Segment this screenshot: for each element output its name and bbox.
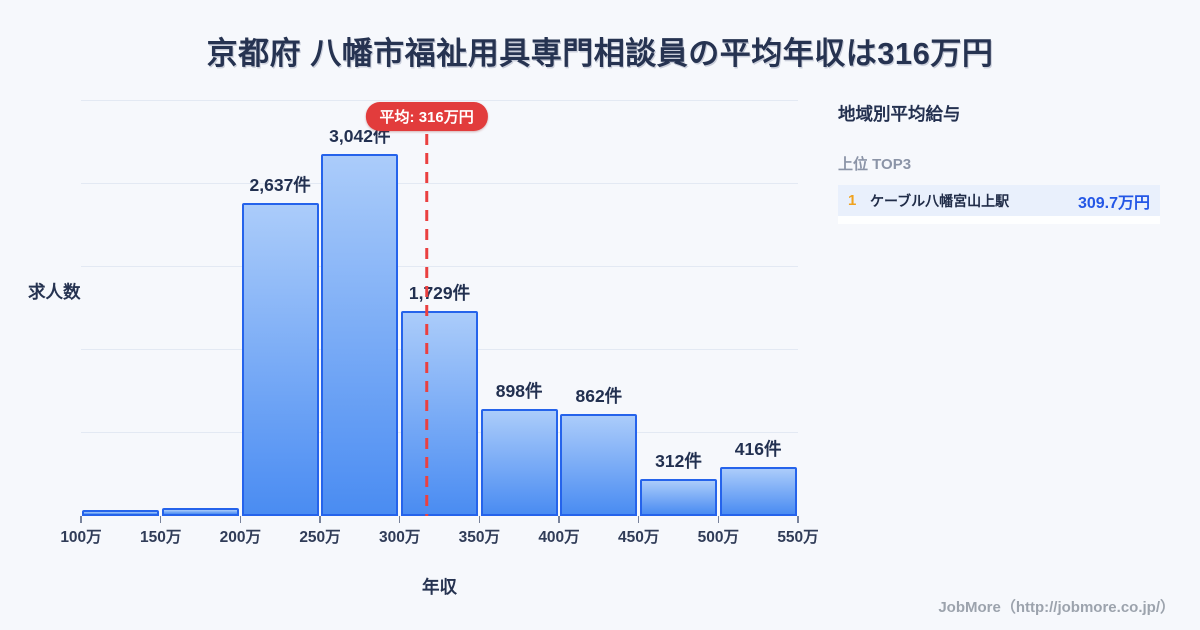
histogram-bar (82, 510, 160, 516)
gridline (81, 99, 798, 101)
histogram-bar (719, 466, 797, 516)
bar-value-label: 1,729件 (408, 282, 471, 303)
x-tick-label: 300万 (378, 529, 421, 546)
gridline (81, 265, 798, 267)
bar-value-label: 862件 (575, 385, 623, 406)
salary-histogram: 2,637件 3,042件 1,729件 898件 862件 312件 416件 100万 15… (60, 99, 819, 546)
y-axis-label: 求人数 (28, 282, 81, 302)
x-tick-mark (239, 516, 242, 523)
histogram-bar (560, 413, 638, 516)
x-tick-mark (717, 516, 720, 523)
histogram-bar (161, 507, 240, 516)
region-panel-heading: 地域別平均給与 (838, 104, 961, 124)
region-average-panel: 地域別平均給与 上位 TOP3 1 ケーブル八幡宮山上駅 309.7万円 (838, 101, 1160, 224)
average-line (424, 134, 429, 516)
x-tick-label: 500万 (697, 529, 740, 546)
bar-value-label: 3,042件 (329, 126, 391, 147)
average-badge: 平均: 316万円 (365, 102, 488, 131)
x-tick-label: 200万 (219, 529, 262, 546)
x-tick-label: 350万 (458, 529, 501, 546)
x-tick-label: 100万 (60, 529, 102, 546)
x-tick-mark (319, 516, 321, 523)
x-tick-mark (558, 516, 560, 523)
x-tick-label: 550万 (777, 529, 819, 546)
bar-value-label: 2,637件 (249, 174, 311, 195)
page-title: 京都府 八幡市福祉用具専門相談員の平均年収は316万円 (206, 36, 994, 71)
histogram-bar (321, 154, 399, 516)
average-salary-value: 309.7万円 (1077, 194, 1150, 212)
x-tick-mark (80, 516, 82, 523)
bar-value-label: 898件 (495, 381, 543, 402)
x-tick-label: 150万 (139, 529, 182, 546)
x-tick-mark (637, 516, 640, 523)
bar-value-label: 312件 (655, 450, 702, 471)
gridline (81, 182, 798, 184)
x-tick-label: 450万 (617, 529, 660, 546)
region-panel-subheading: 上位 TOP3 (838, 156, 912, 173)
rank-number: 1 (848, 192, 857, 209)
credit: JobMore（http://jobmore.co.jp/） (938, 599, 1175, 616)
x-tick-label: 250万 (299, 529, 341, 546)
region-rank-row: 1 ケーブル八幡宮山上駅 309.7万円 (838, 185, 1160, 216)
station-name: ケーブル八幡宮山上駅 (870, 192, 1010, 209)
x-tick-mark (797, 516, 799, 523)
histogram-bar (480, 409, 558, 516)
histogram-bar (400, 310, 479, 516)
x-tick-mark (398, 516, 401, 523)
histogram-bar (241, 202, 319, 516)
list-row-spacer (838, 216, 1160, 224)
x-tick-mark (478, 516, 481, 523)
histogram-bar (639, 478, 718, 516)
x-tick-mark (159, 516, 162, 523)
x-axis-label: 年収 (422, 577, 457, 597)
bar-value-label: 416件 (734, 438, 782, 459)
region-rank-list: 1 ケーブル八幡宮山上駅 309.7万円 (838, 185, 1160, 216)
x-tick-label: 400万 (538, 529, 580, 546)
